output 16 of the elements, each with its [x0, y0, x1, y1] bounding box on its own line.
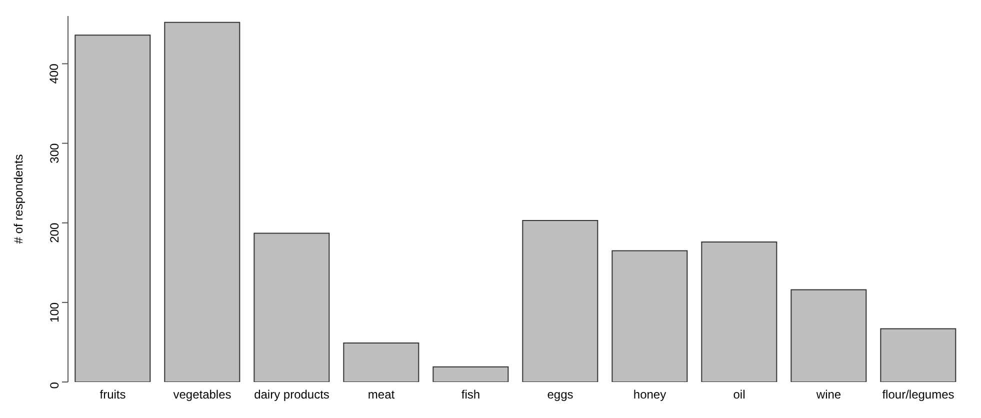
x-tick-label: fish — [461, 388, 480, 402]
x-tick-label: wine — [815, 388, 842, 402]
y-tick-label: 300 — [47, 142, 62, 164]
x-tick-label: vegetables — [173, 388, 232, 402]
y-axis-title: # of respondents — [11, 154, 26, 244]
x-tick-label: dairy products — [254, 388, 330, 402]
y-tick-label: 400 — [47, 63, 62, 84]
x-tick-label: meat — [368, 388, 396, 402]
x-tick-label: honey — [633, 388, 666, 402]
y-tick-label: 100 — [47, 302, 62, 322]
x-tick-label: flour/legumes — [882, 388, 954, 402]
x-tick-label: oil — [733, 388, 746, 402]
x-tick-label: eggs — [547, 388, 574, 402]
y-tick-label: 200 — [47, 222, 62, 243]
y-tick-label: 0 — [47, 382, 62, 389]
x-tick-label: fruits — [100, 388, 126, 402]
